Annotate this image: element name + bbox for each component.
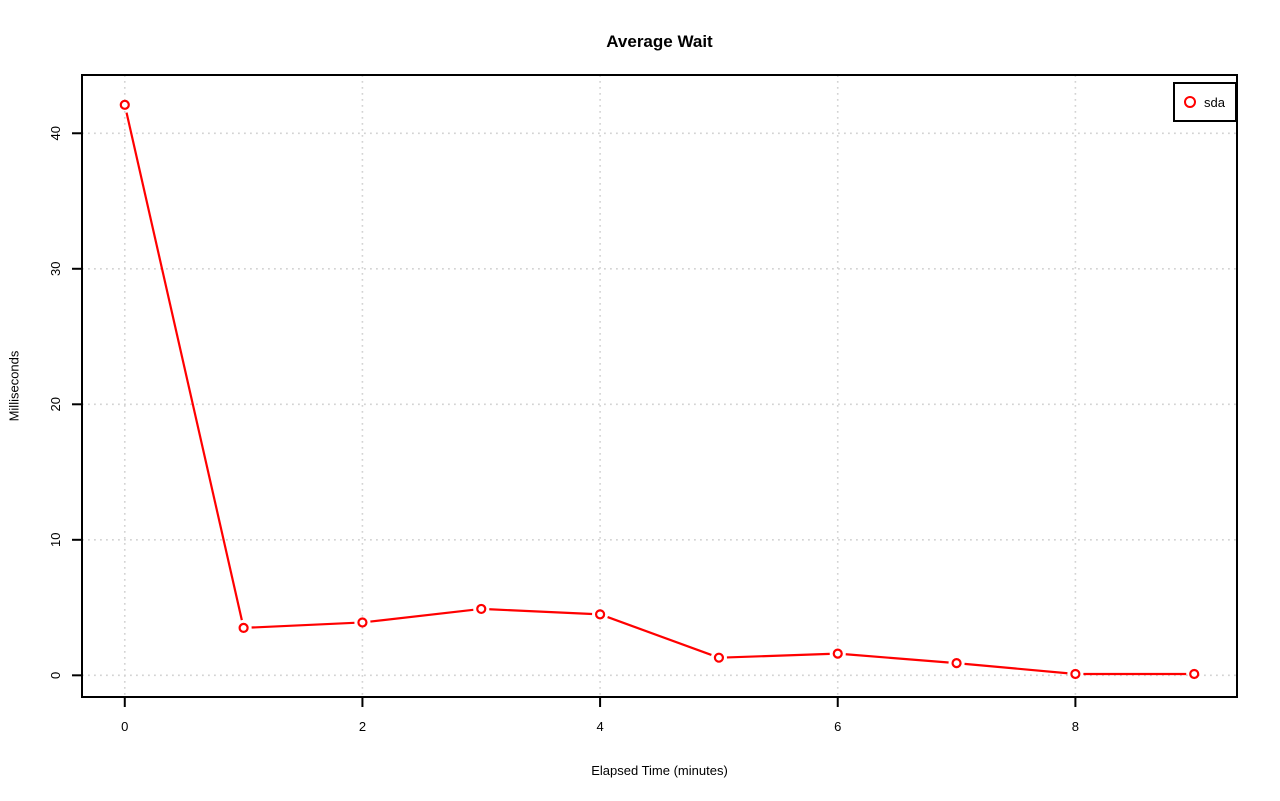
x-tick-label: 4 [596, 719, 603, 734]
x-tick-label: 0 [121, 719, 128, 734]
x-axis-title: Elapsed Time (minutes) [591, 763, 728, 778]
data-point-marker [238, 622, 249, 633]
data-point-marker [951, 658, 962, 669]
legend-series-label: sda [1204, 94, 1225, 110]
data-point-marker [1070, 668, 1081, 680]
series-line-segment [845, 653, 949, 664]
series-line-segment [607, 616, 712, 656]
series-line-segment [726, 652, 830, 659]
data-point-marker [1189, 668, 1200, 680]
series-line-segment [370, 608, 474, 623]
series-line-segment [251, 621, 355, 629]
data-point-marker [832, 648, 843, 659]
legend: sda [1173, 82, 1237, 122]
y-tick-label: 40 [48, 126, 63, 140]
y-tick-label: 10 [48, 533, 63, 547]
chart-title: Average Wait [606, 32, 713, 51]
plot-border [81, 74, 1238, 698]
data-point-marker [357, 617, 368, 628]
series-line-segment [964, 662, 1068, 675]
x-tick-label: 2 [359, 719, 366, 734]
legend-marker-open-circle-icon [1184, 96, 1196, 108]
x-tick-label: 8 [1072, 719, 1079, 734]
data-point-marker [119, 99, 130, 110]
data-point-marker [713, 652, 725, 663]
data-point-marker [476, 603, 487, 615]
series-line-segment [125, 112, 243, 621]
series-line-segment [489, 608, 593, 616]
data-point-marker [594, 609, 606, 620]
y-tick-label: 20 [48, 397, 63, 411]
x-tick-label: 6 [834, 719, 841, 734]
y-axis-title: Milliseconds [6, 350, 22, 422]
y-tick-label: 30 [48, 262, 63, 276]
y-tick-label: 0 [48, 672, 63, 679]
